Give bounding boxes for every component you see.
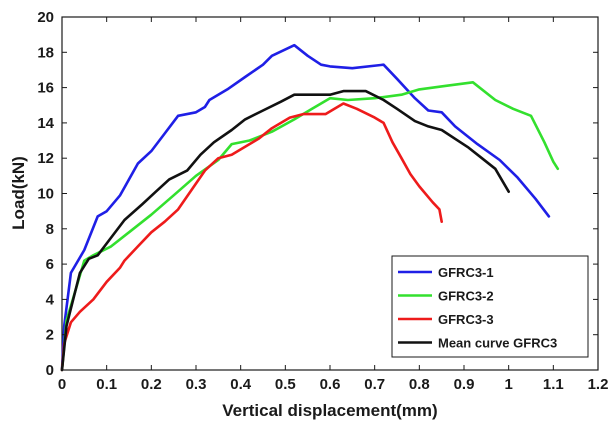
- series-line-2: [60, 81, 560, 372]
- y-tick-label: 6: [46, 256, 54, 273]
- y-tick-label: 2: [46, 327, 54, 344]
- x-tick-label: 0.1: [96, 376, 117, 393]
- x-tick-label: 0.7: [364, 376, 385, 393]
- y-tick-label: 0: [46, 362, 54, 379]
- series-line-3: [60, 102, 443, 372]
- x-axis-title: Vertical displacement(mm): [222, 401, 437, 420]
- legend-label-3: GFRC3-3: [438, 312, 494, 327]
- series-line-1: [60, 43, 551, 372]
- y-tick-label: 12: [37, 150, 54, 167]
- y-tick-label: 20: [37, 9, 54, 26]
- tick-layer: 0 0.1 0.2 0.3 0.4 0.5 0.6 0.7 0.8 0.9 1 1.1 1.2 0 2 4 6 8…: [37, 9, 608, 393]
- legend-label-2: GFRC3-2: [438, 289, 494, 304]
- y-tick-label: 16: [37, 80, 54, 97]
- y-tick-label: 14: [37, 115, 54, 132]
- y-tick-label: 10: [37, 186, 54, 203]
- x-tick-label: 0.4: [230, 376, 252, 393]
- x-tick-label: 1.1: [543, 376, 564, 393]
- legend-label-1: GFRC3-1: [438, 265, 494, 280]
- x-tick-label: 0: [58, 376, 66, 393]
- x-tick-label: 1: [504, 376, 512, 393]
- x-tick-label: 0.6: [320, 376, 341, 393]
- series-layer: [60, 43, 560, 372]
- x-tick-label: 0.5: [275, 376, 296, 393]
- y-tick-label: 18: [37, 44, 54, 61]
- series-line-4: [60, 89, 510, 372]
- legend: GFRC3-1 GFRC3-2 GFRC3-3 Mean curve GFRC3: [391, 255, 589, 358]
- x-tick-label: 0.9: [454, 376, 475, 393]
- y-tick-label: 8: [46, 221, 54, 238]
- y-tick-label: 4: [46, 291, 55, 308]
- x-tick-label: 0.3: [186, 376, 207, 393]
- x-tick-label: 1.2: [588, 376, 609, 393]
- legend-label-4: Mean curve GFRC3: [438, 336, 557, 351]
- x-tick-label: 0.2: [141, 376, 162, 393]
- y-axis-title: Load(kN): [9, 156, 28, 230]
- x-tick-label: 0.8: [409, 376, 430, 393]
